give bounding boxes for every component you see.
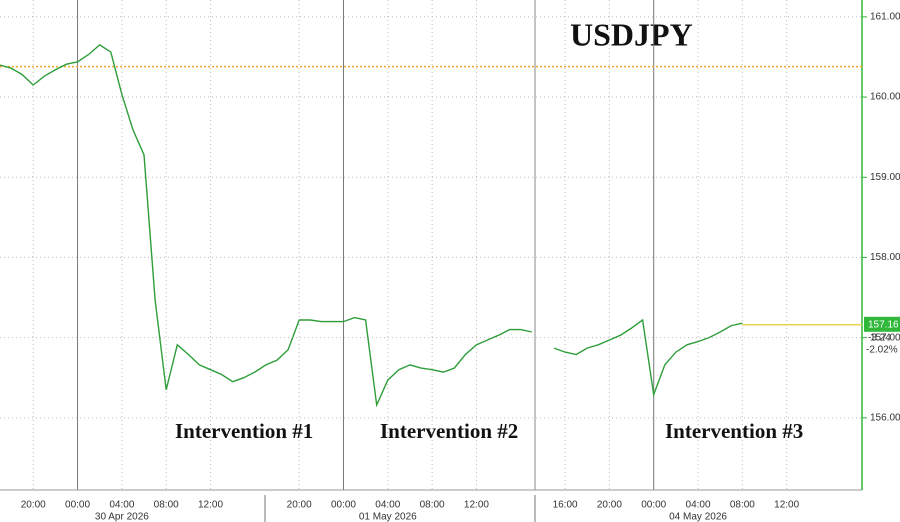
grid	[32, 0, 788, 490]
y-tick-label: 158.00	[870, 252, 900, 263]
x-tick-label: 00:00	[331, 500, 356, 511]
x-tick-label: 00:00	[65, 500, 90, 511]
change-label: -3.24	[868, 332, 891, 343]
x-tick-label: 12:00	[198, 500, 223, 511]
chart-title: USDJPY	[570, 16, 693, 52]
x-tick-label: 04:00	[109, 500, 134, 511]
x-tick-label: 08:00	[730, 500, 755, 511]
x-tick-label: 08:00	[420, 500, 445, 511]
change-pct-label: -2.02%	[866, 344, 898, 355]
y-tick-label: 156.00	[870, 412, 900, 423]
y-tick-label: 157.00	[870, 332, 900, 343]
annotation: Intervention #2	[380, 419, 518, 443]
y-tick-label: 160.00	[870, 92, 900, 103]
x-tick-label: 12:00	[774, 500, 799, 511]
x-tick-label: 20:00	[287, 500, 312, 511]
annotation: Intervention #1	[175, 419, 313, 443]
x-tick-label: 20:00	[21, 500, 46, 511]
price-line	[0, 44, 743, 408]
x-tick-label: 00:00	[641, 500, 666, 511]
x-tick-label: 04:00	[375, 500, 400, 511]
x-date-label: 01 May 2026	[359, 512, 417, 522]
x-date-label: 30 Apr 2026	[95, 512, 149, 522]
y-tick-label: 159.00	[870, 172, 900, 183]
x-tick-label: 16:00	[553, 500, 578, 511]
annotation: Intervention #3	[665, 419, 803, 443]
x-tick-label: 12:00	[464, 500, 489, 511]
y-tick-label: 161.00	[870, 11, 900, 22]
x-tick-label: 04:00	[686, 500, 711, 511]
x-date-label: 04 May 2026	[669, 512, 727, 522]
x-tick-label: 08:00	[154, 500, 179, 511]
x-tick-label: 20:00	[597, 500, 622, 511]
price-box	[864, 316, 900, 332]
price-label: 157.16	[868, 319, 899, 330]
